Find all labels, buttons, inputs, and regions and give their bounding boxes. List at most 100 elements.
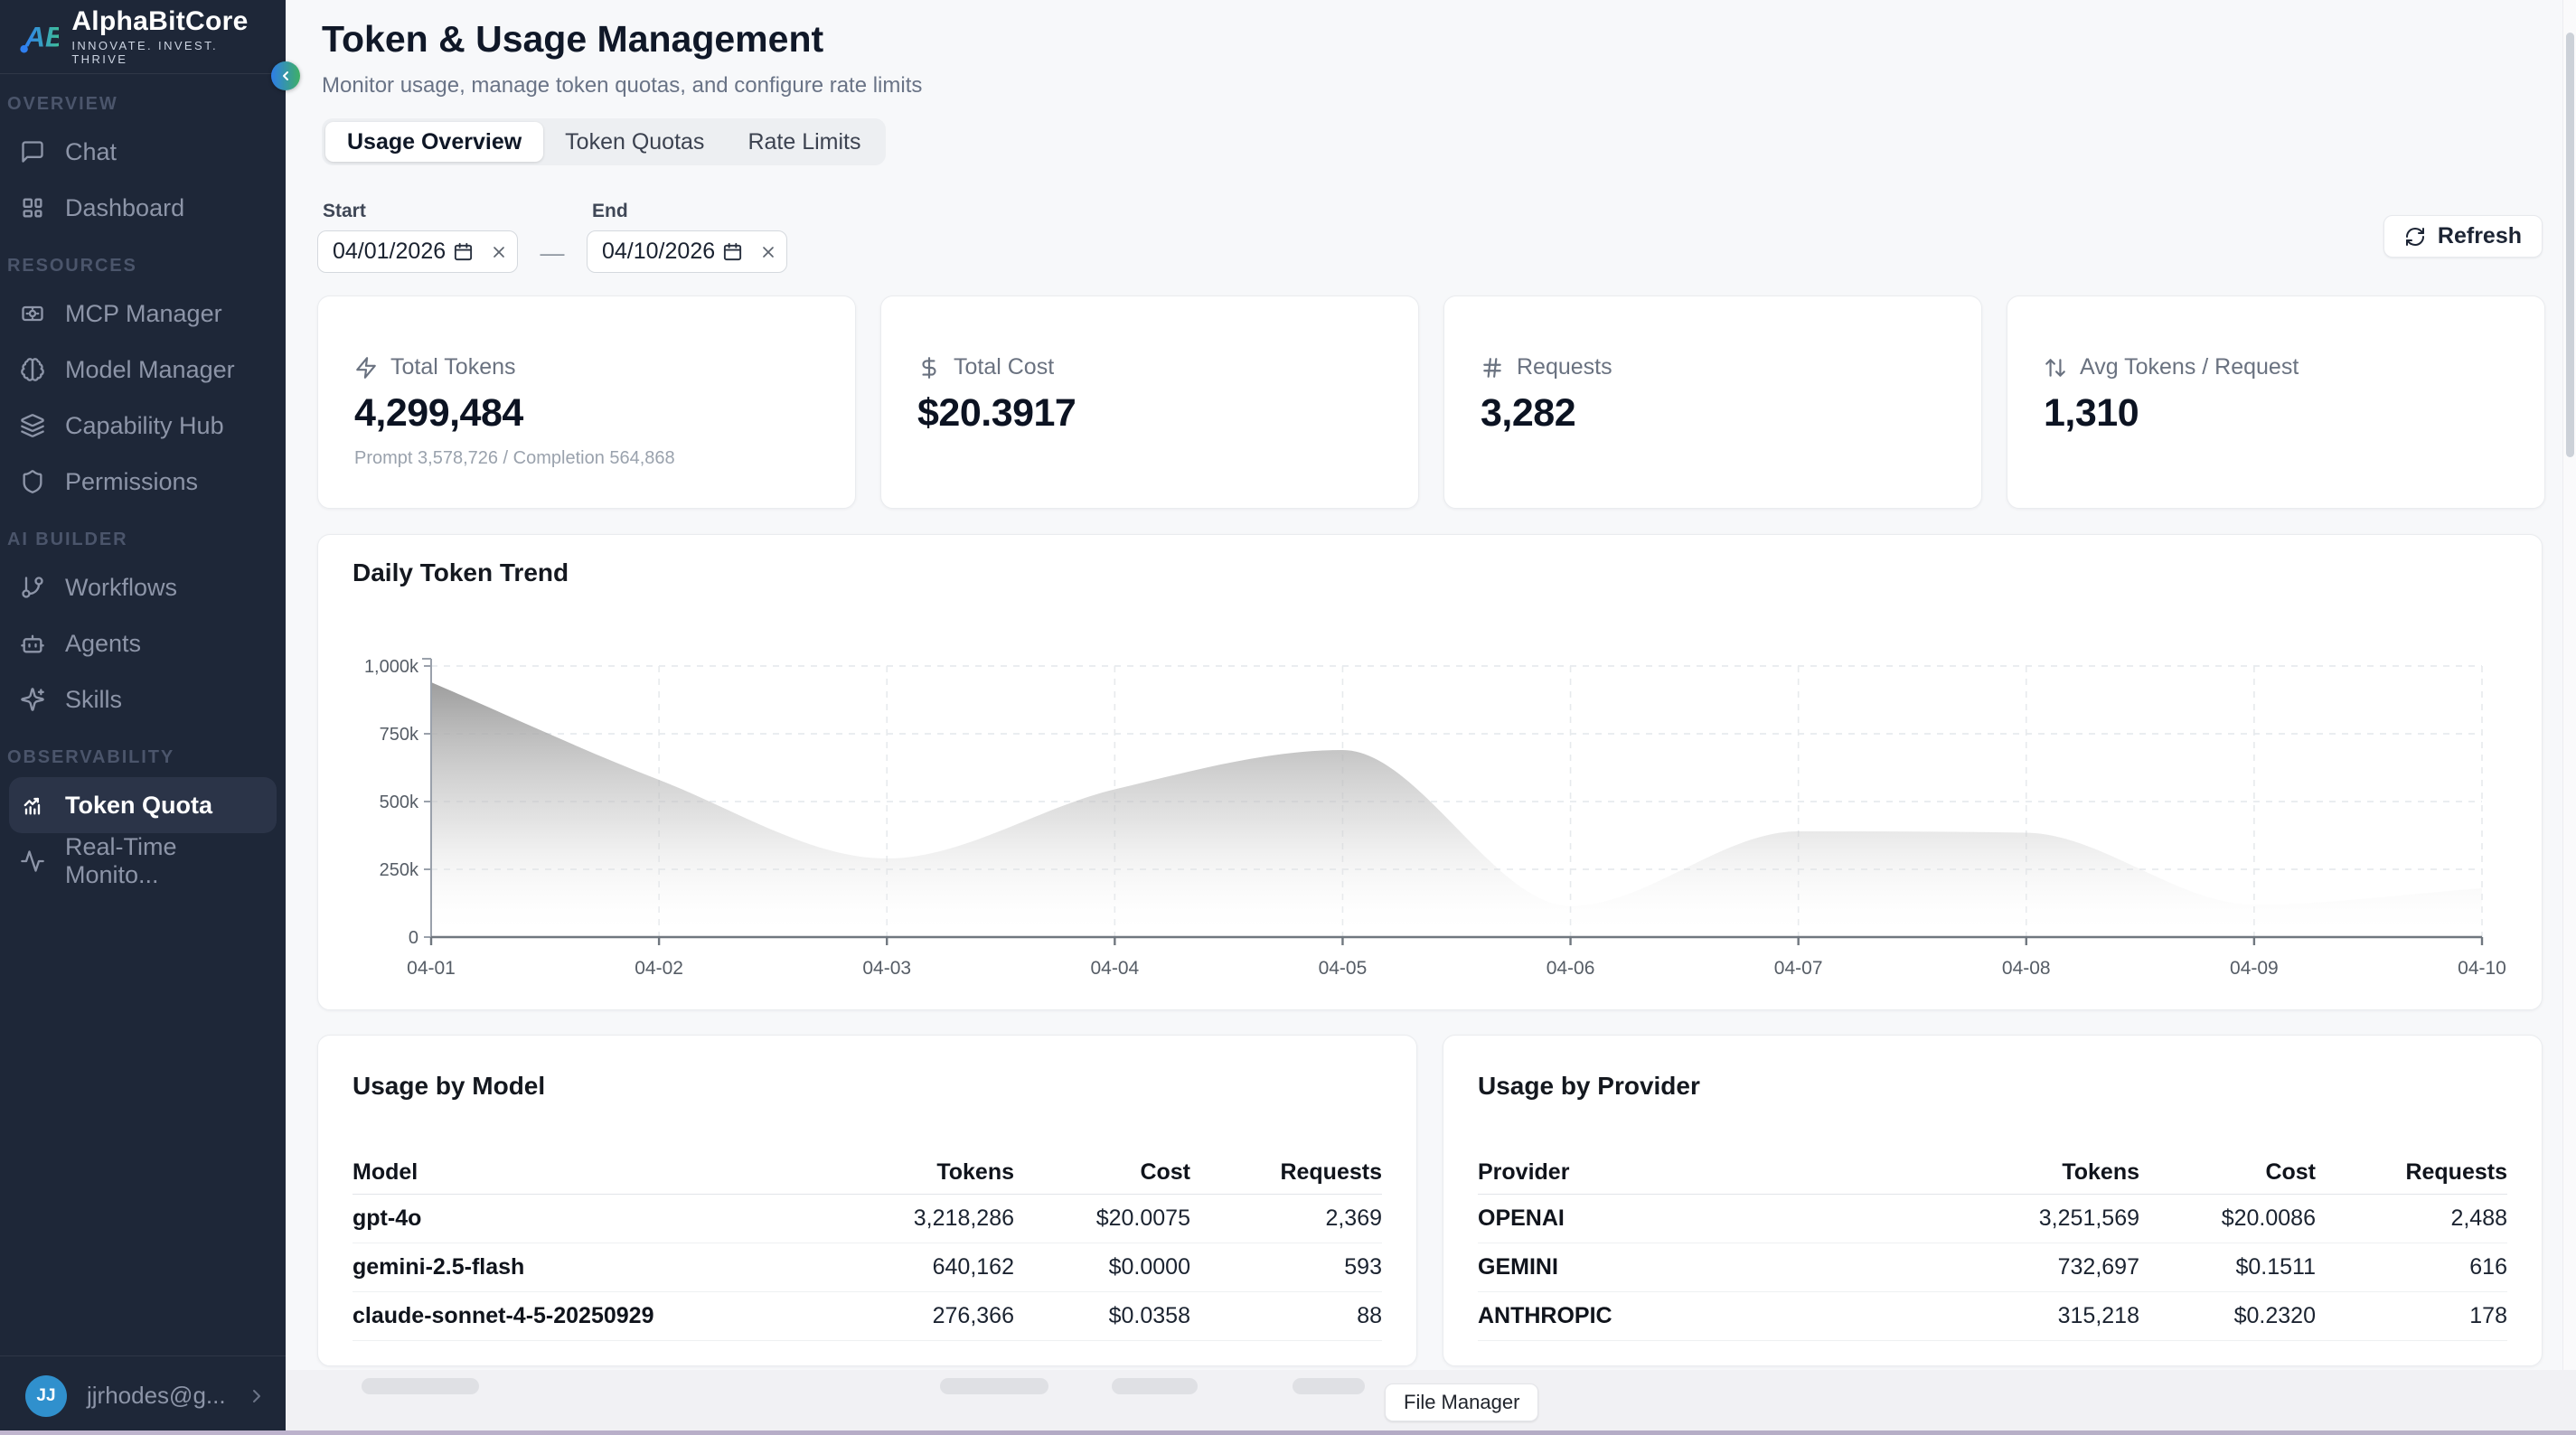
date-range-filter: Start 04/01/2026 — End 04/10/2026 xyxy=(317,201,787,273)
nav-section-overview: OVERVIEW xyxy=(7,94,118,114)
clear-start-date-icon[interactable] xyxy=(490,243,508,261)
blurred-content xyxy=(940,1378,1048,1394)
scrollbar-track[interactable] xyxy=(2562,0,2576,1370)
screen-bottom-edge xyxy=(0,1430,2576,1435)
cost-cell: $0.0358 xyxy=(1108,1303,1190,1328)
sidebar-item-label: Chat xyxy=(65,137,118,165)
tokens-cell: 640,162 xyxy=(932,1254,1014,1280)
refresh-button[interactable]: Refresh xyxy=(2383,215,2543,258)
sidebar-nav: OVERVIEW Chat Dashboard RESOURCES MCP Ma… xyxy=(0,74,286,1355)
provider-name: ANTHROPIC xyxy=(1478,1303,1612,1328)
end-date-input[interactable]: 04/10/2026 xyxy=(587,230,787,273)
requests-cell: 2,488 xyxy=(2450,1205,2507,1231)
blurred-content xyxy=(1293,1378,1365,1394)
sidebar-collapse-button[interactable] xyxy=(271,61,300,90)
stat-value: 4,299,484 xyxy=(354,391,523,435)
sidebar-item-label: Capability Hub xyxy=(65,411,224,439)
column-header: Requests xyxy=(1280,1159,1382,1185)
column-header: Provider xyxy=(1478,1159,1570,1185)
sidebar-item-real-time-monitoring[interactable]: Real-Time Monito... xyxy=(9,833,277,889)
nav-section-resources: RESOURCES xyxy=(7,256,137,276)
table-row: ANTHROPIC 315,218 $0.2320 178 xyxy=(1478,1292,2507,1341)
avatar: JJ xyxy=(25,1374,67,1417)
sidebar-item-capability-hub[interactable]: Capability Hub xyxy=(9,398,277,454)
column-header: Tokens xyxy=(936,1159,1014,1185)
svg-text:500k: 500k xyxy=(380,793,419,812)
sidebar-item-permissions[interactable]: Permissions xyxy=(9,454,277,510)
sidebar-item-mcp-manager[interactable]: MCP Manager xyxy=(9,286,277,342)
user-account-row[interactable]: JJ jjrhodes@g... xyxy=(0,1355,286,1435)
table-row: GEMINI 732,697 $0.1511 616 xyxy=(1478,1243,2507,1292)
user-email: jjrhodes@g... xyxy=(87,1382,226,1409)
shield-icon xyxy=(20,469,45,494)
start-date-input[interactable]: 04/01/2026 xyxy=(317,230,518,273)
stat-value: 3,282 xyxy=(1481,391,1576,435)
usage-by-model-card: Usage by Model Model Tokens Cost Request… xyxy=(317,1035,1417,1366)
usage-tables: Usage by Model Model Tokens Cost Request… xyxy=(317,1035,2543,1366)
zap-icon xyxy=(354,356,378,380)
sidebar-item-label: Token Quota xyxy=(65,791,213,819)
tab-usage-overview[interactable]: Usage Overview xyxy=(325,122,544,162)
svg-text:0: 0 xyxy=(409,928,418,948)
column-header: Tokens xyxy=(2062,1159,2139,1185)
clear-end-date-icon[interactable] xyxy=(759,243,777,261)
svg-text:04-03: 04-03 xyxy=(862,958,911,979)
tokens-cell: 3,251,569 xyxy=(2038,1205,2139,1231)
server-gear-icon xyxy=(20,301,45,326)
tokens-cell: 3,218,286 xyxy=(913,1205,1014,1231)
activity-pulse-icon xyxy=(20,849,45,874)
tab-token-quotas[interactable]: Token Quotas xyxy=(565,128,705,155)
provider-table: Provider Tokens Cost Requests OPENAI 3,2… xyxy=(1478,1151,2507,1341)
brand-name: AlphaBitCore xyxy=(71,5,249,36)
sidebar-item-dashboard[interactable]: Dashboard xyxy=(9,180,277,236)
file-manager-label: File Manager xyxy=(1404,1391,1520,1413)
chat-bubble-icon xyxy=(20,139,45,164)
model-table: Model Tokens Cost Requests gpt-4o 3,218,… xyxy=(353,1151,1382,1341)
sidebar-item-label: Permissions xyxy=(65,467,199,495)
svg-text:750k: 750k xyxy=(380,725,419,745)
blurred-content xyxy=(362,1378,479,1394)
sidebar-item-agents[interactable]: Agents xyxy=(9,615,277,671)
daily-token-trend-card: Daily Token Trend 0 250k 500k 750k 1,000k 04-… xyxy=(317,534,2543,1010)
scrollbar-thumb[interactable] xyxy=(2566,33,2574,457)
calendar-icon[interactable] xyxy=(722,241,743,262)
svg-text:04-04: 04-04 xyxy=(1090,958,1139,979)
table-row: OPENAI 3,251,569 $20.0086 2,488 xyxy=(1478,1195,2507,1243)
alphabitcore-logo-icon: AB xyxy=(18,15,59,59)
svg-text:1,000k: 1,000k xyxy=(364,657,419,677)
layers-icon xyxy=(20,413,45,438)
sidebar-item-skills[interactable]: Skills xyxy=(9,671,277,727)
cost-cell: $0.1511 xyxy=(2235,1254,2316,1280)
bar-chart-trend-icon xyxy=(20,793,45,818)
sidebar-item-chat[interactable]: Chat xyxy=(9,124,277,180)
stat-label: Total Cost xyxy=(954,354,1055,380)
brain-icon xyxy=(20,357,45,382)
chart-title: Daily Token Trend xyxy=(353,558,569,586)
provider-name: OPENAI xyxy=(1478,1205,1565,1231)
tokens-cell: 315,218 xyxy=(2057,1303,2139,1328)
tab-rate-limits[interactable]: Rate Limits xyxy=(747,128,861,155)
calendar-icon[interactable] xyxy=(453,241,474,262)
usage-by-provider-title: Usage by Provider xyxy=(1478,1072,1700,1100)
cost-cell: $0.2320 xyxy=(2233,1303,2316,1328)
nav-section-ai-builder: AI BUILDER xyxy=(7,530,128,549)
sidebar-item-token-quota[interactable]: Token Quota xyxy=(9,777,277,833)
git-branch-icon xyxy=(20,575,45,600)
blurred-content xyxy=(1112,1378,1198,1394)
svg-text:250k: 250k xyxy=(380,860,419,880)
requests-cell: 616 xyxy=(2469,1254,2507,1280)
sidebar-item-workflows[interactable]: Workflows xyxy=(9,559,277,615)
svg-text:04-05: 04-05 xyxy=(1319,958,1368,979)
cost-cell: $0.0000 xyxy=(1108,1254,1190,1280)
cost-cell: $20.0075 xyxy=(1095,1205,1190,1231)
stat-label: Requests xyxy=(1517,354,1612,380)
usage-by-provider-card: Usage by Provider Provider Tokens Cost R… xyxy=(1443,1035,2543,1366)
model-name: gemini-2.5-flash xyxy=(353,1254,525,1280)
requests-cell: 178 xyxy=(2469,1303,2507,1328)
sidebar: AB AlphaBitCore INNOVATE. INVEST. THRIVE… xyxy=(0,0,286,1435)
sidebar-item-model-manager[interactable]: Model Manager xyxy=(9,342,277,398)
file-manager-button[interactable]: File Manager xyxy=(1385,1383,1539,1421)
model-name: claude-sonnet-4-5-20250929 xyxy=(353,1303,654,1328)
end-date-label: End xyxy=(592,201,628,221)
svg-text:04-07: 04-07 xyxy=(1774,958,1823,979)
